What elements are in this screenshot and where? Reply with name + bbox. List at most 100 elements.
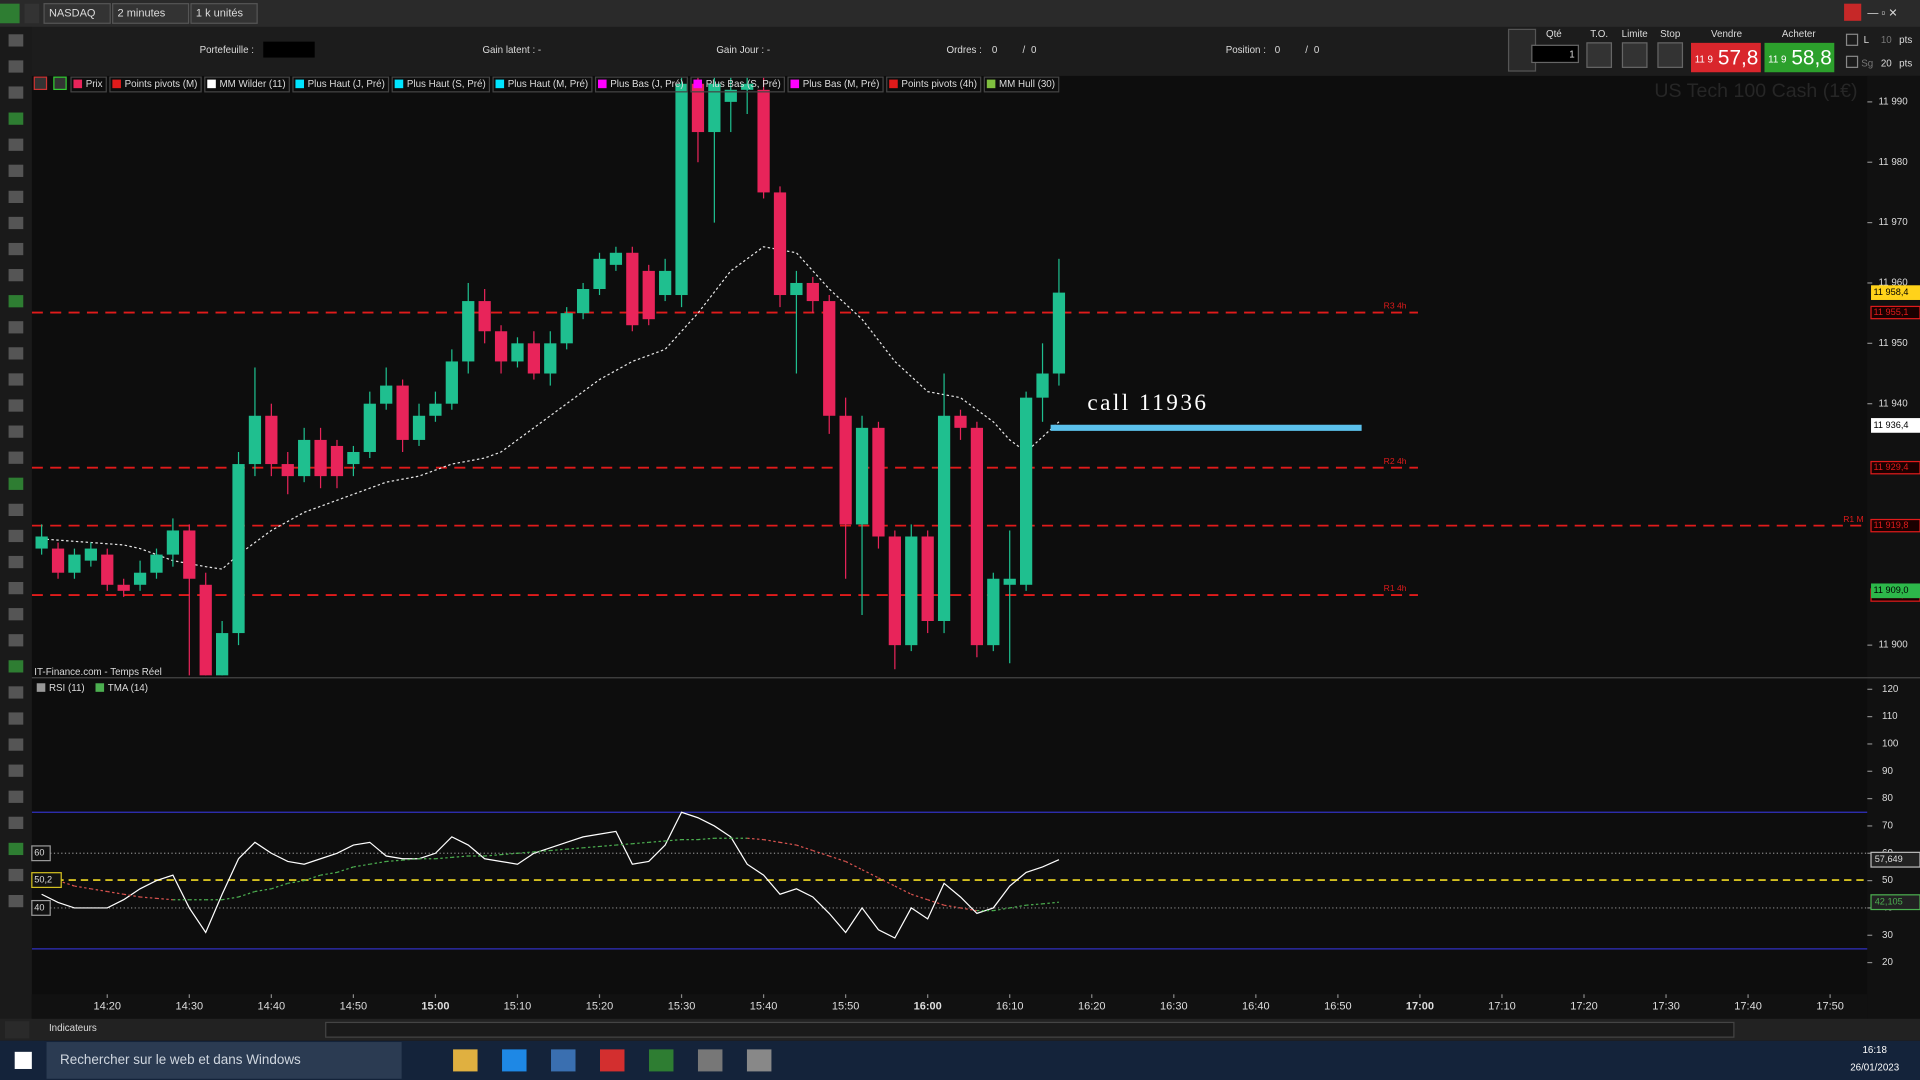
pivot-tag	[1870, 460, 1920, 475]
tool-icon[interactable]	[8, 425, 24, 438]
separator: /	[1305, 45, 1308, 56]
alert-icon[interactable]	[1844, 3, 1862, 21]
legend-item[interactable]: Plus Bas (M, Pré)	[803, 79, 880, 90]
legend-frame	[886, 76, 982, 93]
checkbox[interactable]	[1845, 55, 1859, 68]
rsi-line	[41, 811, 1060, 939]
x-tick-label: 15:50	[832, 1000, 860, 1012]
tool-icon[interactable]	[8, 894, 24, 908]
legend-item[interactable]: Plus Bas (J, Pré)	[610, 79, 683, 90]
search-box[interactable]	[46, 1042, 402, 1079]
pivot-tag	[1870, 305, 1920, 320]
tool-icon[interactable]	[8, 477, 24, 490]
scrollbar[interactable]	[325, 1021, 1735, 1038]
tool-icon[interactable]	[8, 660, 24, 673]
x-tick-label: 14:20	[93, 1000, 121, 1012]
tool-icon[interactable]	[8, 816, 24, 829]
rsi-level-label: 60	[34, 848, 44, 858]
sell-button[interactable]	[1691, 42, 1761, 73]
tool-icon[interactable]	[8, 712, 24, 725]
tool-icon[interactable]	[8, 634, 24, 647]
tool-icon[interactable]	[8, 164, 24, 177]
x-tick-label: 16:40	[1242, 1000, 1270, 1012]
tool-icon[interactable]	[8, 60, 24, 73]
candle-body	[101, 554, 114, 585]
to-label: T.O.	[1590, 29, 1608, 40]
tool-icon[interactable]	[8, 868, 24, 882]
pivot-name: R3 4h	[1384, 301, 1407, 311]
tool-icon[interactable]	[8, 190, 24, 204]
x-tick-label: 17:40	[1734, 1000, 1762, 1012]
tool-icon[interactable]	[8, 242, 24, 256]
tool-icon[interactable]	[8, 138, 24, 151]
limit-button[interactable]	[1621, 42, 1648, 68]
store-icon[interactable]	[551, 1049, 576, 1072]
tool-icon[interactable]	[8, 608, 24, 621]
tool-icon[interactable]	[8, 451, 24, 464]
candle-body	[905, 536, 918, 646]
tool-icon[interactable]	[8, 269, 24, 282]
tool-icon[interactable]	[8, 738, 24, 751]
menu-icon[interactable]	[24, 3, 40, 24]
draw-tool[interactable]	[4, 1021, 30, 1039]
legend-item[interactable]: Plus Bas (S, Pré)	[706, 79, 781, 90]
tool-icon[interactable]	[8, 373, 24, 386]
tool-icon[interactable]	[8, 321, 24, 334]
price-tag-label: 11 936,4	[1873, 420, 1908, 430]
buy-button[interactable]	[1764, 42, 1835, 73]
checkbox[interactable]	[1845, 33, 1859, 46]
to-button[interactable]	[1586, 42, 1613, 68]
legend-item[interactable]: MM Wilder (11)	[219, 79, 285, 90]
ma-wilder	[41, 246, 1060, 570]
legend-item[interactable]: Prix	[86, 79, 103, 90]
legend-item[interactable]: Plus Haut (M, Pré)	[508, 79, 588, 90]
y-tick-label: 11 940	[1878, 398, 1908, 409]
legend-swatch	[394, 79, 404, 89]
position-pending[interactable]: 0	[1314, 45, 1320, 56]
edge-icon[interactable]	[502, 1049, 527, 1072]
legend-item[interactable]: Plus Haut (S, Pré)	[407, 79, 486, 90]
qty-input[interactable]	[1531, 44, 1579, 64]
tool-icon[interactable]	[8, 399, 24, 412]
explorer-icon[interactable]	[453, 1049, 478, 1072]
app-icon[interactable]	[697, 1049, 723, 1072]
stop-button[interactable]	[1657, 42, 1684, 68]
legend-item[interactable]: Points pivots (M)	[125, 79, 198, 90]
legend-item[interactable]: Plus Haut (J, Pré)	[308, 79, 385, 90]
tool-icon[interactable]	[8, 529, 24, 543]
pts-2[interactable]: 20	[1881, 58, 1892, 69]
tool-icon[interactable]	[8, 790, 24, 803]
legend-toggle[interactable]	[33, 76, 48, 90]
legend-item[interactable]: MM Hull (30)	[999, 79, 1055, 90]
instrument-select[interactable]	[43, 3, 111, 24]
x-tick-label: 15:40	[750, 1000, 778, 1012]
tool-icon[interactable]	[8, 555, 24, 569]
legend-toggle[interactable]	[53, 76, 67, 90]
window-controls[interactable]: — ▫ ✕	[1867, 7, 1897, 19]
tool-icon[interactable]	[8, 842, 24, 856]
tool-icon[interactable]	[8, 582, 24, 595]
candle-body	[462, 301, 475, 362]
platform-icon[interactable]	[648, 1049, 674, 1072]
orders-pending[interactable]: 0	[1031, 45, 1037, 56]
timeframe-select[interactable]	[112, 3, 190, 24]
tool-icon[interactable]	[8, 503, 24, 516]
tool-icon[interactable]	[8, 686, 24, 699]
data-source: IT-Finance.com - Temps Réel	[34, 667, 162, 678]
app-icon[interactable]	[746, 1049, 772, 1072]
pivot-tag	[1870, 518, 1920, 533]
app-icon[interactable]	[0, 3, 20, 24]
tool-icon[interactable]	[8, 347, 24, 360]
pts-1[interactable]: 10	[1881, 35, 1892, 46]
tool-icon[interactable]	[8, 764, 24, 777]
tool-icon[interactable]	[8, 295, 24, 308]
legend-item[interactable]: Points pivots (4h)	[901, 79, 977, 90]
tool-icon[interactable]	[8, 216, 24, 230]
candle-body	[527, 343, 540, 374]
indicators-button[interactable]: Indicateurs	[49, 1023, 97, 1034]
opera-icon[interactable]	[600, 1049, 625, 1072]
tool-icon[interactable]	[8, 112, 24, 125]
tool-icon[interactable]	[8, 86, 24, 99]
tool-icon[interactable]	[8, 34, 24, 47]
size-select[interactable]	[190, 3, 258, 24]
